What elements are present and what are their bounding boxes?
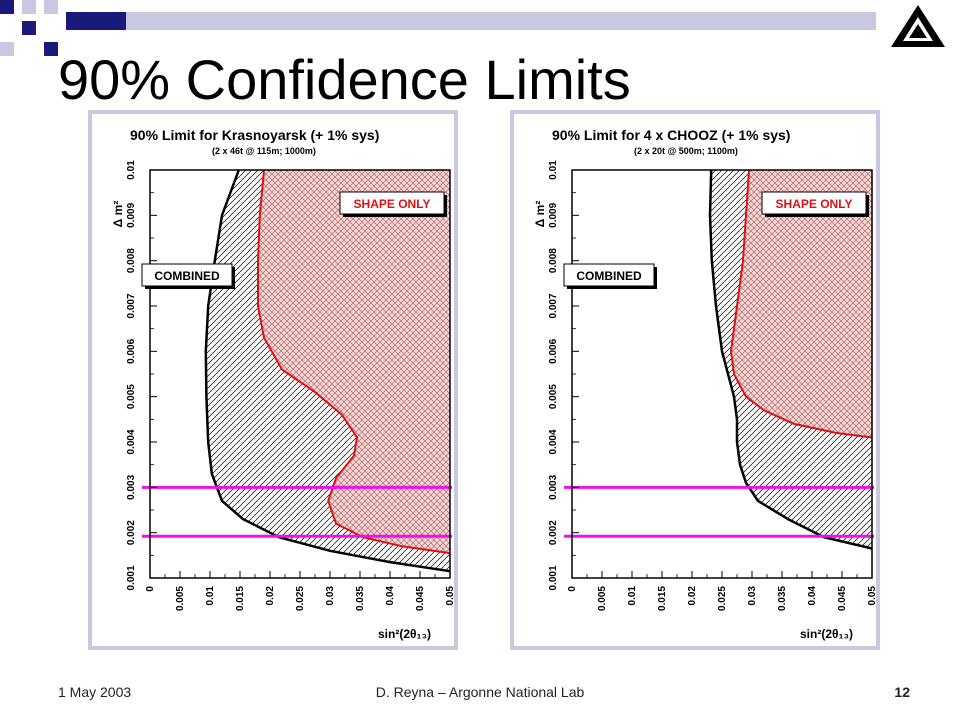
- series-line-shape-only: [729, 169, 873, 439]
- y-tick-label: 0.007: [126, 293, 137, 318]
- y-axis-label: Δ m²: [111, 201, 125, 228]
- slide-date: 1 May 2003: [58, 684, 132, 700]
- series-line-shape-only: [257, 169, 451, 555]
- shape-only-label: SHAPE ONLY: [354, 197, 431, 211]
- x-tick-label: 0.02: [265, 586, 276, 606]
- y-tick-label: 0.009: [126, 202, 137, 227]
- page-number: 12: [894, 684, 910, 700]
- y-tick-label: 0.005: [126, 384, 137, 409]
- chart-panel-chooz: 90% Limit for 4 x CHOOZ (+ 1% sys) (2 x 2…: [510, 110, 880, 650]
- x-tick-label: 0.025: [295, 586, 306, 611]
- x-tick-label: 0.015: [657, 586, 668, 611]
- argonne-logo-icon: [891, 5, 945, 47]
- header-decoration: [0, 0, 876, 56]
- deco-square-navy: [44, 42, 58, 56]
- y-tick-label: 0.007: [548, 293, 559, 318]
- shape-label-box: [339, 191, 445, 215]
- x-tick-label: 0.025: [717, 586, 728, 611]
- deco-square-light: [22, 0, 36, 14]
- shape-excluded-region: [731, 170, 872, 438]
- y-tick-label: 0.006: [126, 338, 137, 363]
- header-bar: [66, 12, 876, 30]
- x-tick-label: 0.05: [445, 586, 454, 606]
- y-tick-label: 0.008: [126, 248, 137, 273]
- shape-only-label: SHAPE ONLY: [776, 197, 853, 211]
- slide-title: 90% Confidence Limits: [58, 48, 631, 111]
- y-tick-label: 0.001: [548, 565, 559, 590]
- y-tick-label: 0.006: [548, 338, 559, 363]
- y-tick-label: 0.004: [126, 429, 137, 454]
- deco-square-light: [44, 0, 58, 14]
- x-tick-label: 0.03: [325, 586, 336, 606]
- series-line-combined: [708, 169, 873, 550]
- y-tick-label: 0.004: [548, 429, 559, 454]
- y-tick-label: 0.01: [126, 160, 137, 180]
- x-tick-label: 0.045: [415, 586, 426, 611]
- x-tick-label: 0.05: [867, 586, 876, 606]
- y-tick-label: 0.008: [548, 248, 559, 273]
- x-tick-label: 0.005: [597, 586, 608, 611]
- y-tick-label: 0.003: [126, 474, 137, 499]
- x-tick-label: 0: [567, 586, 578, 592]
- x-tick-label: 0.015: [235, 586, 246, 611]
- chart-title: 90% Limit for Krasnoyarsk (+ 1% sys): [130, 127, 379, 143]
- y-tick-label: 0.01: [548, 160, 559, 180]
- combined-label: COMBINED: [576, 269, 642, 283]
- chart-subtitle: (2 x 46t @ 115m; 1000m): [212, 146, 316, 156]
- y-tick-label: 0.005: [548, 384, 559, 409]
- x-axis-label: sin²(2θ₁₃): [378, 627, 431, 641]
- x-tick-label: 0.045: [837, 586, 848, 611]
- x-tick-label: 0.035: [355, 586, 366, 611]
- x-tick-label: 0.005: [175, 586, 186, 611]
- y-axis-label: Δ m²: [533, 201, 547, 228]
- y-tick-label: 0.003: [548, 474, 559, 499]
- x-tick-label: 0.01: [627, 586, 638, 606]
- shape-label-box: [761, 191, 867, 215]
- deco-square-navy: [0, 0, 14, 14]
- slide-author: D. Reyna – Argonne National Lab: [375, 684, 585, 700]
- chart-title: 90% Limit for 4 x CHOOZ (+ 1% sys): [552, 127, 790, 143]
- x-tick-label: 0.035: [777, 586, 788, 611]
- combined-label-box: [563, 263, 655, 287]
- chart-chooz: 90% Limit for 4 x CHOOZ (+ 1% sys) (2 x 2…: [514, 114, 876, 646]
- x-tick-label: 0.04: [385, 586, 396, 606]
- chart-panel-krasnoyarsk: 90% Limit for Krasnoyarsk (+ 1% sys) (2 x…: [88, 110, 458, 650]
- x-tick-label: 0.03: [747, 586, 758, 606]
- x-tick-label: 0.02: [687, 586, 698, 606]
- chart-krasnoyarsk: 90% Limit for Krasnoyarsk (+ 1% sys) (2 x…: [92, 114, 454, 646]
- x-tick-label: 0.01: [205, 586, 216, 606]
- y-tick-label: 0.009: [548, 202, 559, 227]
- y-tick-label: 0.002: [126, 520, 137, 545]
- combined-label: COMBINED: [154, 269, 220, 283]
- x-tick-label: 0.04: [807, 586, 818, 606]
- deco-square-navy: [22, 21, 36, 35]
- y-tick-label: 0.001: [126, 565, 137, 590]
- x-tick-label: 0: [145, 586, 156, 592]
- y-tick-label: 0.002: [548, 520, 559, 545]
- x-axis-label: sin²(2θ₁₃): [800, 627, 853, 641]
- shape-excluded-region: [258, 170, 450, 554]
- deco-square-light: [0, 42, 14, 56]
- combined-label-box: [141, 263, 233, 287]
- chart-subtitle: (2 x 20t @ 500m; 1100m): [634, 146, 738, 156]
- header-bar-accent: [66, 12, 126, 30]
